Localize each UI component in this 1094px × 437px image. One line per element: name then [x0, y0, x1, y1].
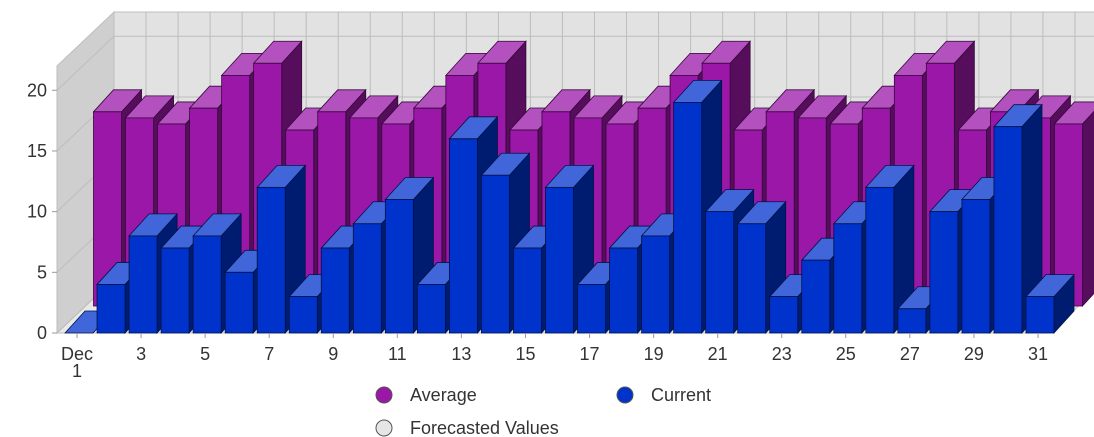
bar-side: [1082, 110, 1094, 308]
bar-front: [352, 223, 382, 334]
bar-current: [864, 164, 915, 335]
bar-front: [705, 211, 735, 334]
bar-front: [961, 199, 991, 334]
bar-front: [128, 235, 158, 334]
legend-label: Average: [410, 385, 477, 405]
x-tick-label: 11: [388, 344, 407, 364]
bars: [64, 40, 1094, 335]
bar-front: [160, 247, 190, 334]
y-tick-label: 20: [27, 80, 47, 100]
bar-front: [865, 186, 895, 334]
bar-current: [993, 103, 1043, 335]
bar-front: [320, 247, 350, 334]
bar-front: [545, 186, 574, 334]
bar-front: [192, 235, 222, 334]
y-gridline: [56, 35, 1094, 91]
legend-label: Current: [651, 385, 711, 405]
x-tick-label: 21: [708, 344, 728, 364]
x-tick-label: 19: [644, 344, 664, 364]
bar-front: [833, 223, 863, 334]
x-tick-label: 1: [72, 361, 82, 381]
legend-item-average: Average: [375, 385, 477, 405]
bar-front: [897, 308, 927, 334]
x-tick-label: 3: [136, 344, 146, 364]
x-tick-label: 17: [580, 344, 600, 364]
legend-marker: [616, 386, 634, 404]
bar-front: [96, 284, 126, 334]
y-tick-label: 15: [27, 141, 47, 161]
legend-item-current: Current: [616, 385, 711, 405]
legend-item-forecasted-values: Forecasted Values: [375, 418, 559, 437]
x-tick-label: 29: [964, 344, 984, 364]
y-tick-label: 0: [37, 323, 47, 343]
x-tick-label: Dec: [61, 344, 93, 364]
bar-front: [1025, 296, 1055, 334]
bar-front: [641, 235, 671, 334]
bar-current: [256, 164, 307, 335]
legend-marker: [375, 386, 393, 404]
bar-front: [256, 186, 286, 334]
legend-marker: [375, 419, 393, 437]
bar-front: [224, 271, 254, 334]
bar-front: [609, 247, 638, 334]
bar-front: [384, 199, 414, 334]
bar-current: [1025, 273, 1075, 335]
x-tick-label: 27: [900, 344, 920, 364]
bar-front: [577, 284, 606, 334]
x-tick-label: 25: [836, 344, 856, 364]
y-tick-label: 10: [27, 202, 47, 222]
bar-front: [481, 174, 510, 334]
bar-front: [416, 284, 446, 334]
bar-front: [929, 211, 959, 334]
y-axis: 0 5 10 15 20: [27, 80, 57, 343]
x-tick-label: 5: [200, 344, 210, 364]
bar-front: [737, 223, 767, 334]
y-tick-label: 5: [37, 262, 47, 282]
bar-front: [448, 138, 478, 334]
x-tick-label: 15: [515, 344, 535, 364]
bar-front: [673, 102, 703, 334]
x-tick-label: 13: [451, 344, 471, 364]
x-tick-label: 23: [772, 344, 792, 364]
x-tick-label: 7: [264, 344, 274, 364]
bar-front: [801, 259, 831, 334]
legend: Average Current Forecasted Values: [375, 385, 711, 437]
bar-front: [288, 296, 318, 334]
bar-front: [513, 247, 542, 334]
legend-label: Forecasted Values: [410, 418, 559, 437]
x-tick-label: 9: [328, 344, 338, 364]
bar-front: [769, 296, 799, 334]
x-tick-label: 31: [1028, 344, 1048, 364]
bar-front: [993, 126, 1023, 334]
